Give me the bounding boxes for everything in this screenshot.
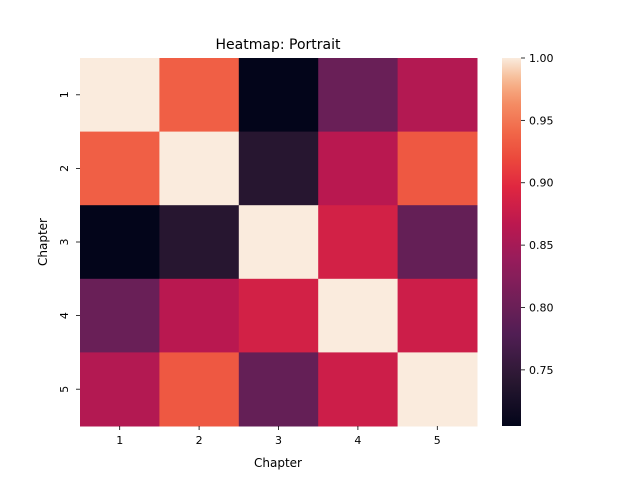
y-tick-label: 5 (58, 386, 71, 393)
heatmap-cell-4-3 (238, 278, 319, 353)
heatmap-cell-1-2 (159, 58, 240, 133)
colorbar-gradient (502, 58, 521, 426)
heatmap-cell-5-2 (159, 352, 240, 427)
colorbar-tick-label: 0.95 (529, 114, 554, 127)
heatmap-cell-5-3 (238, 352, 319, 427)
colorbar-tick-label: 0.85 (529, 239, 554, 252)
y-tick-label: 2 (58, 165, 71, 172)
y-axis-label: Chapter (36, 218, 50, 266)
heatmap-cell-5-1 (80, 352, 160, 427)
x-tick-label: 3 (275, 434, 282, 447)
heatmap-cell-2-1 (80, 131, 160, 206)
heatmap-cell-2-5 (397, 131, 478, 206)
x-tick-label: 5 (434, 434, 441, 447)
colorbar-tick-label: 0.90 (529, 177, 554, 190)
x-axis-label: Chapter (254, 456, 302, 470)
heatmap-cell-3-5 (397, 205, 478, 280)
heatmap-cell-5-5 (397, 352, 478, 427)
heatmap-cell-4-4 (318, 278, 399, 353)
heatmap-cell-5-4 (318, 352, 399, 427)
heatmap-cell-2-2 (159, 131, 240, 206)
heatmap-cell-1-3 (238, 58, 319, 133)
x-tick-label: 2 (196, 434, 203, 447)
heatmap-cell-2-3 (238, 131, 319, 206)
heatmap-cell-3-1 (80, 205, 160, 280)
y-axis-ticks: 1 2 3 4 5 (58, 91, 80, 393)
y-tick-label: 1 (58, 91, 71, 98)
colorbar-tick-label: 0.75 (529, 364, 554, 377)
chart-title: Heatmap: Portrait (216, 37, 341, 53)
heatmap-cell-3-3 (238, 205, 319, 280)
colorbar: 0.75 0.80 0.85 0.90 0.95 1.00 (502, 52, 554, 426)
heatmap-cell-1-1 (80, 58, 160, 133)
heatmap-cell-1-4 (318, 58, 399, 133)
x-tick-label: 1 (116, 434, 123, 447)
heatmap-cell-4-2 (159, 278, 240, 353)
x-axis-ticks: 1 2 3 4 5 (116, 426, 441, 447)
heatmap-cell-3-4 (318, 205, 399, 280)
heatmap-cell-4-1 (80, 278, 160, 353)
heatmap-cell-4-5 (397, 278, 478, 353)
heatmap-cell-1-5 (397, 58, 478, 133)
y-tick-label: 4 (58, 312, 71, 319)
colorbar-tick-label: 0.80 (529, 301, 554, 314)
y-tick-label: 3 (58, 239, 71, 246)
colorbar-tick-label: 1.00 (529, 52, 554, 65)
x-tick-label: 4 (354, 434, 361, 447)
heatmap-cell-3-2 (159, 205, 240, 280)
heatmap-cells (80, 58, 478, 427)
heatmap-cell-2-4 (318, 131, 399, 206)
